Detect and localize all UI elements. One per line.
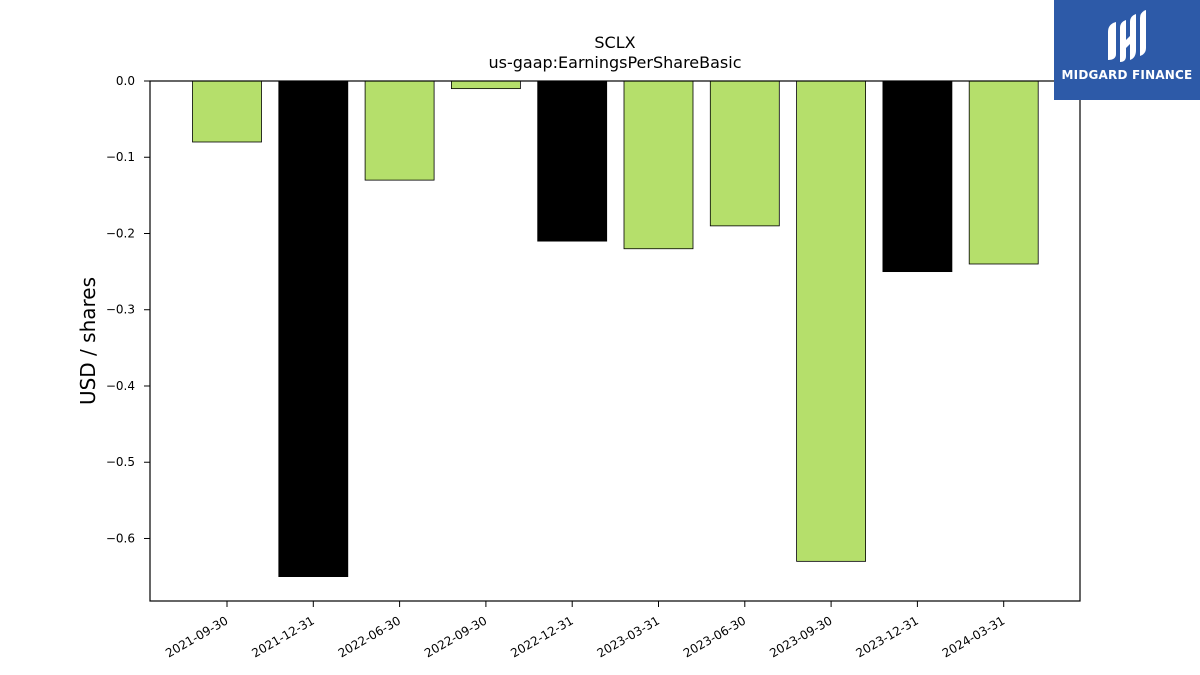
x-tick-label: 2023-09-30 [767, 613, 834, 660]
bars-group [192, 80, 1039, 578]
x-tick-label: 2023-06-30 [681, 613, 748, 660]
y-tick-label: −0.3 [106, 303, 135, 317]
chart-title: SCLX [594, 33, 635, 52]
midgard-finance-logo: MIDGARD FINANCE [1054, 0, 1200, 100]
x-tick-label: 2023-03-31 [595, 613, 662, 660]
y-axis-label: USD / shares [76, 277, 100, 405]
bar-2021-09-30 [192, 80, 262, 143]
y-tick-label: −0.5 [106, 455, 135, 469]
midgard-logo-icon [1108, 10, 1146, 62]
y-axis-ticks: 0.0 −0.1 −0.2 −0.3 −0.4 −0.5 −0.6 [106, 74, 150, 545]
bar-2023-09-30 [796, 80, 866, 562]
plot-frame [149, 80, 1081, 602]
x-tick-label: 2022-09-30 [422, 613, 489, 660]
bar-2021-12-31 [278, 80, 349, 578]
y-tick-label: −0.2 [106, 226, 135, 240]
bar-2023-06-30 [709, 80, 780, 227]
x-tick-label: 2022-12-31 [508, 613, 575, 660]
y-tick-label: −0.6 [106, 531, 135, 545]
bar-2022-06-30 [364, 80, 435, 181]
x-tick-label: 2023-12-31 [853, 613, 920, 660]
chart-subtitle: us-gaap:EarningsPerShareBasic [488, 53, 741, 72]
x-tick-label: 2022-06-30 [336, 613, 403, 660]
y-tick-label: −0.4 [106, 379, 135, 393]
bar-2023-12-31 [882, 80, 953, 273]
bar-2022-12-31 [537, 80, 608, 242]
x-tick-label: 2021-09-30 [163, 613, 230, 660]
x-tick-label: 2021-12-31 [249, 613, 316, 660]
y-tick-label: 0.0 [116, 74, 135, 88]
x-tick-label: 2024-03-31 [940, 613, 1007, 660]
bar-2022-09-30 [450, 80, 521, 90]
logo-text: MIDGARD FINANCE [1061, 68, 1193, 82]
bar-2023-03-31 [623, 80, 694, 250]
x-axis-ticks: 2021-09-30 2021-12-31 2022-06-30 2022-09-30… [163, 601, 1007, 660]
y-tick-label: −0.1 [106, 150, 135, 164]
bar-2024-03-31 [968, 80, 1039, 265]
